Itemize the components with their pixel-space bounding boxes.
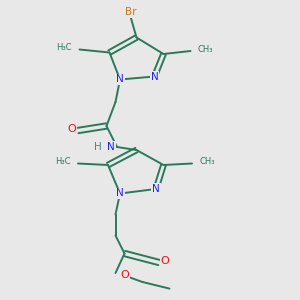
Text: Br: Br <box>125 7 136 17</box>
Text: O: O <box>68 124 76 134</box>
Text: CH₃: CH₃ <box>198 45 214 54</box>
Text: O: O <box>160 256 169 266</box>
Text: O: O <box>120 269 129 280</box>
Text: CH₃: CH₃ <box>200 158 215 166</box>
Text: H: H <box>94 142 101 152</box>
Text: N: N <box>152 184 160 194</box>
Text: N: N <box>107 142 115 152</box>
Text: H₃C: H₃C <box>56 44 72 52</box>
Text: N: N <box>116 188 124 199</box>
Text: N: N <box>116 74 124 85</box>
Text: N: N <box>151 71 158 82</box>
Text: H₃C: H₃C <box>55 158 70 166</box>
